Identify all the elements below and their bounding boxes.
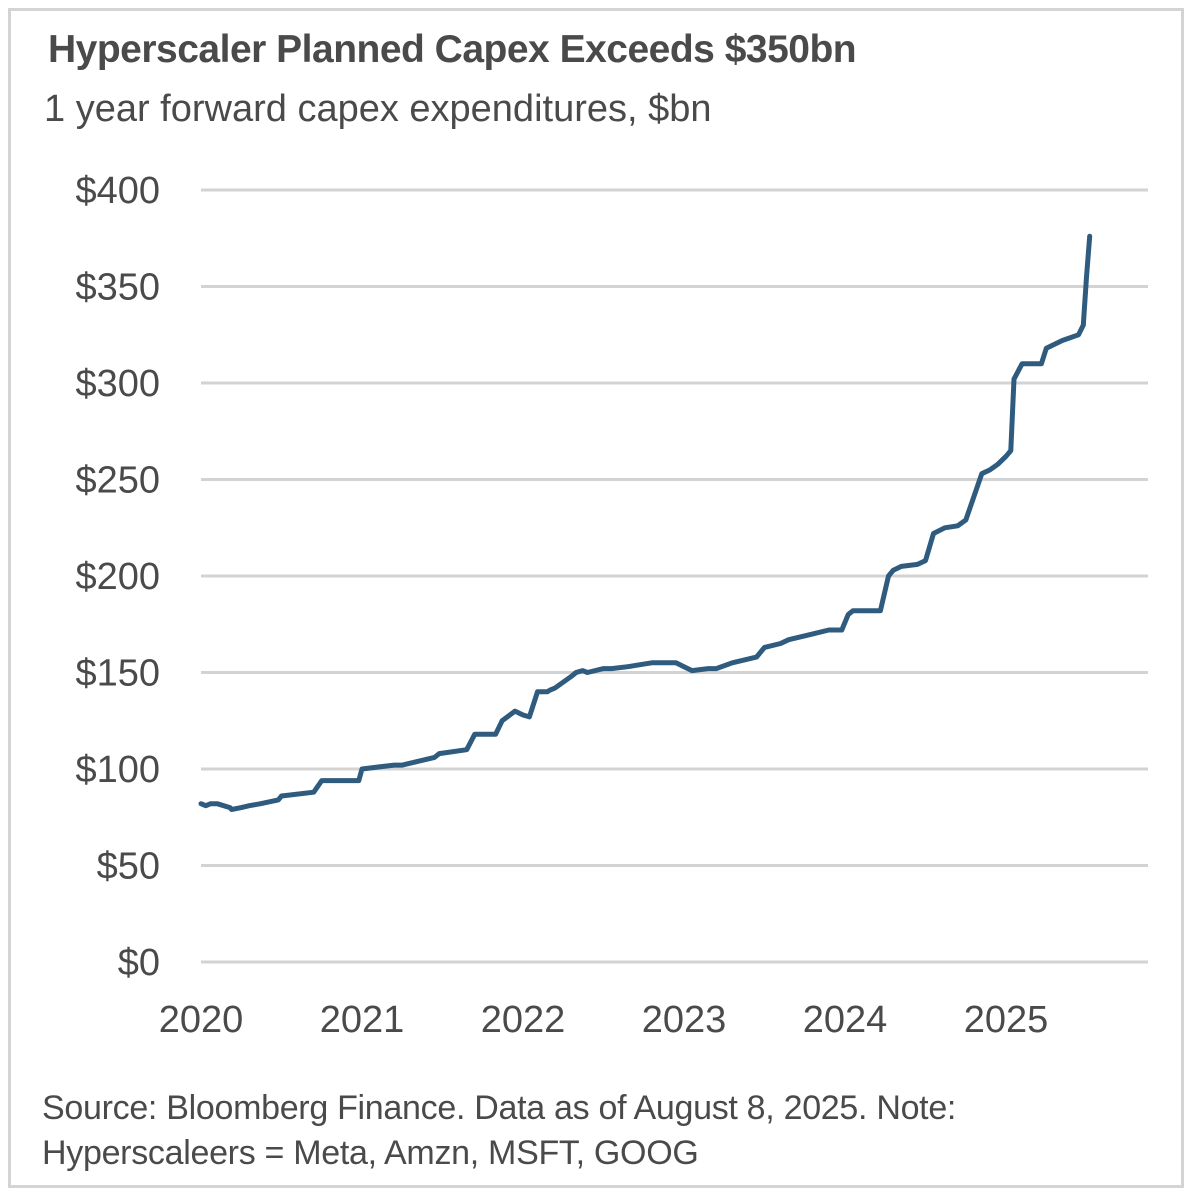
- chart-frame: [8, 8, 1184, 1188]
- y-tick-label: $50: [97, 846, 160, 888]
- y-tick-label: $250: [75, 460, 160, 502]
- y-axis-tick-labels: $0 $50 $100 $150 $200 $250 $300 $350 $400: [75, 170, 160, 984]
- series-layer: [198, 233, 1093, 812]
- x-tick-label: 2021: [320, 999, 405, 1041]
- x-axis-tick-labels: 2020 2021 2022 2023 2024 2025: [159, 999, 1049, 1041]
- x-tick-label: 2024: [803, 999, 888, 1041]
- x-tick-label: 2025: [964, 999, 1049, 1041]
- capex-series-line: [198, 233, 1093, 812]
- gridlines: [201, 188, 1148, 964]
- source-line-1: Source: Bloomberg Finance. Data as of Au…: [42, 1089, 957, 1127]
- y-tick-label: $150: [75, 653, 160, 695]
- y-tick-label: $300: [75, 363, 160, 405]
- y-tick-label: $0: [118, 942, 160, 984]
- source-note: Source: Bloomberg Finance. Data as of Au…: [42, 1086, 1162, 1176]
- x-tick-label: 2020: [159, 999, 244, 1041]
- y-tick-label: $400: [75, 170, 160, 212]
- y-tick-label: $100: [75, 749, 160, 791]
- x-tick-label: 2022: [481, 999, 566, 1041]
- source-line-2: Hyperscaleers = Meta, Amzn, MSFT, GOOG: [42, 1134, 699, 1172]
- chart-subtitle: 1 year forward capex expenditures, $bn: [44, 88, 712, 130]
- y-tick-label: $350: [75, 267, 160, 309]
- chart-title: Hyperscaler Planned Capex Exceeds $350bn: [48, 28, 857, 71]
- y-tick-label: $200: [75, 556, 160, 598]
- x-tick-label: 2023: [642, 999, 727, 1041]
